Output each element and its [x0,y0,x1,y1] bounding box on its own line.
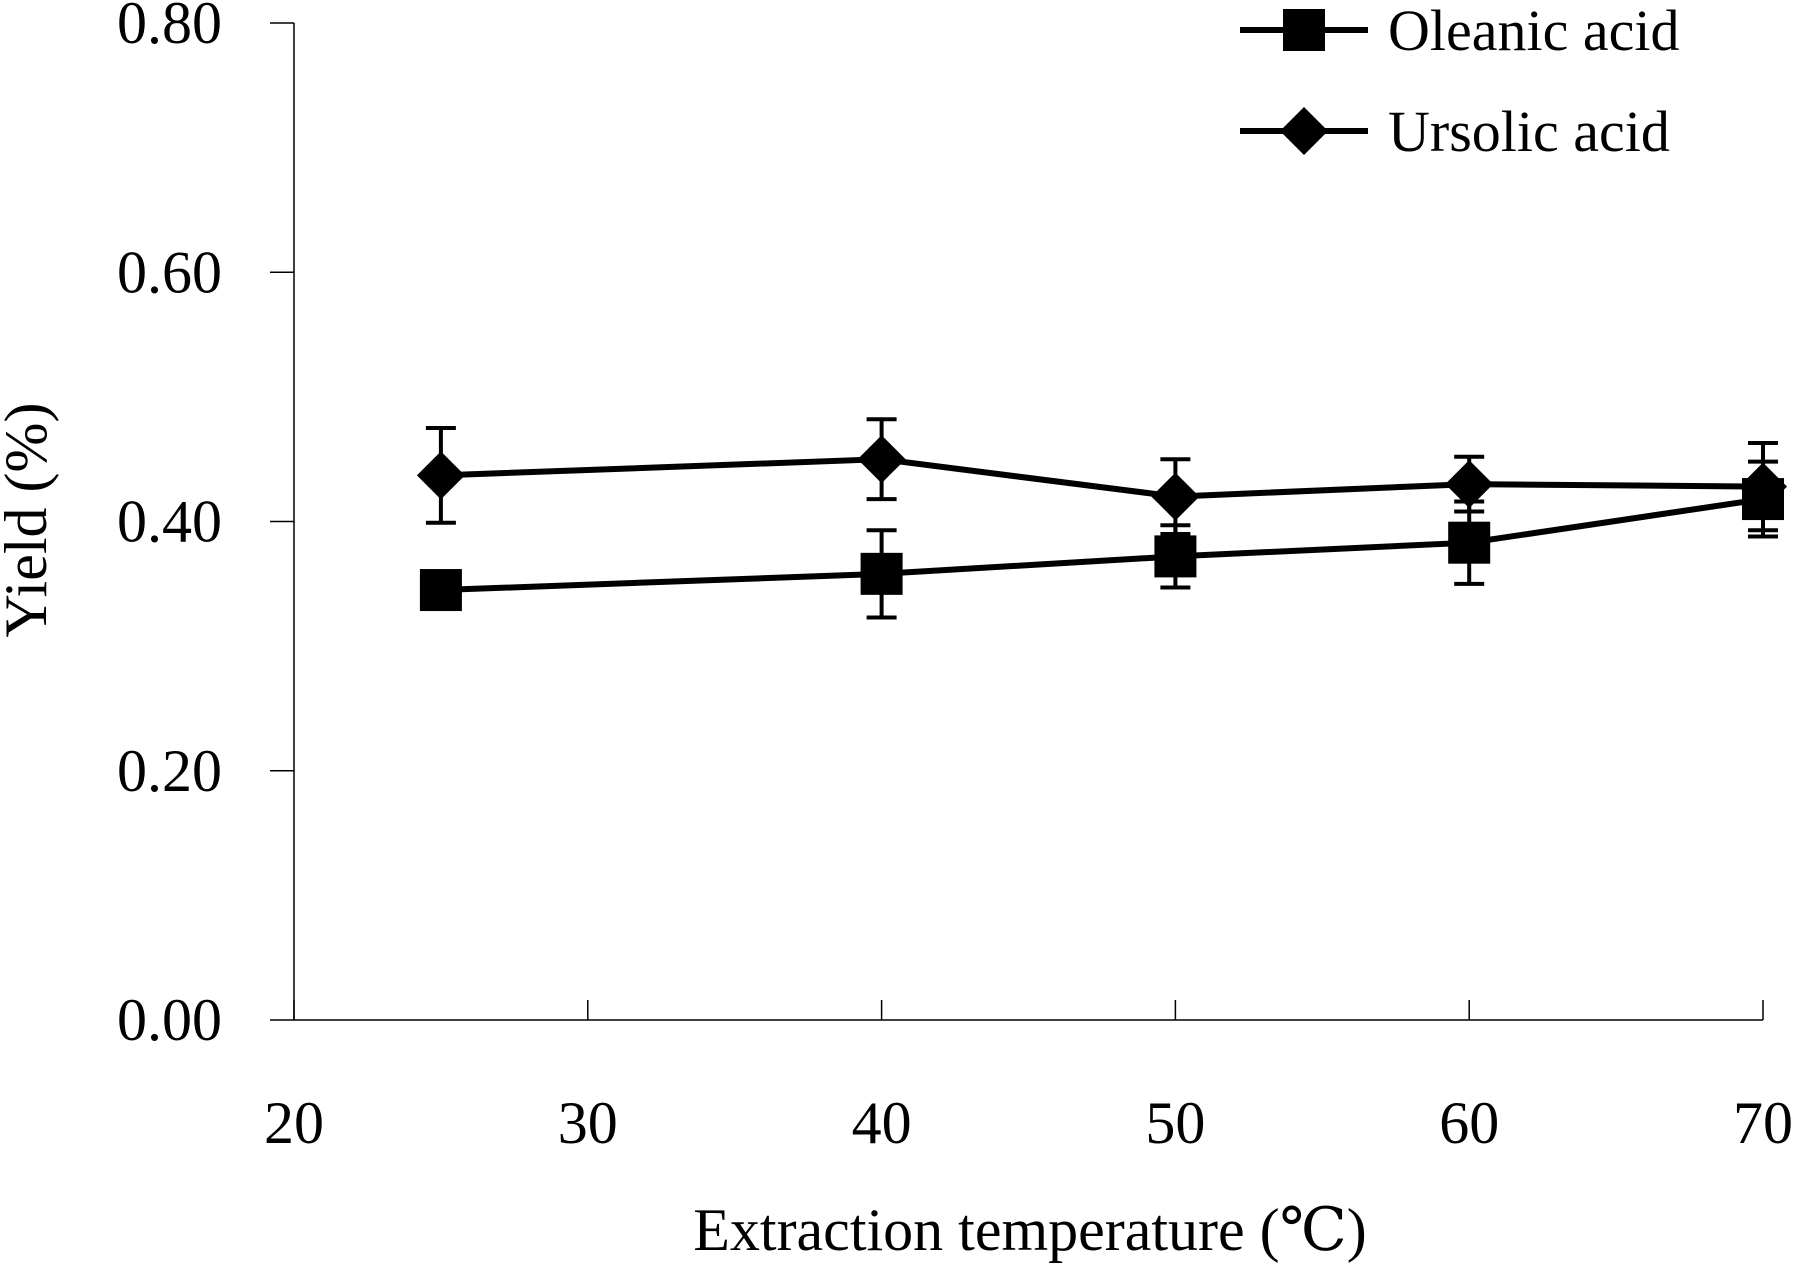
series-markers [416,435,1787,612]
legend-marker-ursolic-acid [1280,107,1328,155]
oleanic-acid-point [1448,521,1491,564]
ursolic-acid-point [857,435,906,484]
legend-marker-oleanic-acid [1283,9,1325,51]
x-axis-label: Extraction temperature (℃) [693,1197,1366,1263]
x-tick-label: 60 [1439,1090,1499,1156]
y-tick-label: 0.60 [117,239,222,305]
oleanic-acid-line [440,496,1764,594]
axes: 0.00 0.20 0.40 0.60 0.80 20 30 40 50 60 70 [117,0,1793,1156]
ursolic-acid-point [1151,472,1200,521]
legend-label-oleanic-acid: Oleanic acid [1388,0,1679,63]
error-bars [425,417,1778,620]
legend-item-oleanic-acid: Oleanic acid [1240,0,1679,63]
oleanic-acid-point [419,569,462,612]
x-tick-label: 20 [264,1090,324,1156]
ursolic-acid-line [440,456,1764,500]
x-tick-label: 50 [1145,1090,1205,1156]
ursolic-acid-point [1739,462,1787,511]
oleanic-acid-point [1154,535,1197,578]
ursolic-acid-point [1445,460,1494,509]
y-tick-label: 0.80 [117,0,222,56]
legend-label-ursolic-acid: Ursolic acid [1388,99,1670,164]
series-lines [440,456,1764,594]
y-tick-label: 0.20 [117,738,222,804]
y-tick-label: 0.00 [117,987,222,1053]
ursolic-acid-point [416,451,465,500]
x-tick-label: 70 [1733,1090,1793,1156]
legend: Oleanic acid Ursolic acid [1240,0,1679,164]
legend-item-ursolic-acid: Ursolic acid [1240,99,1670,164]
y-tick-label: 0.40 [117,489,222,555]
oleanic-acid-point [860,552,903,595]
x-tick-label: 30 [558,1090,618,1156]
y-axis-label: Yield (%) [0,403,59,638]
x-tick-label: 40 [852,1090,912,1156]
